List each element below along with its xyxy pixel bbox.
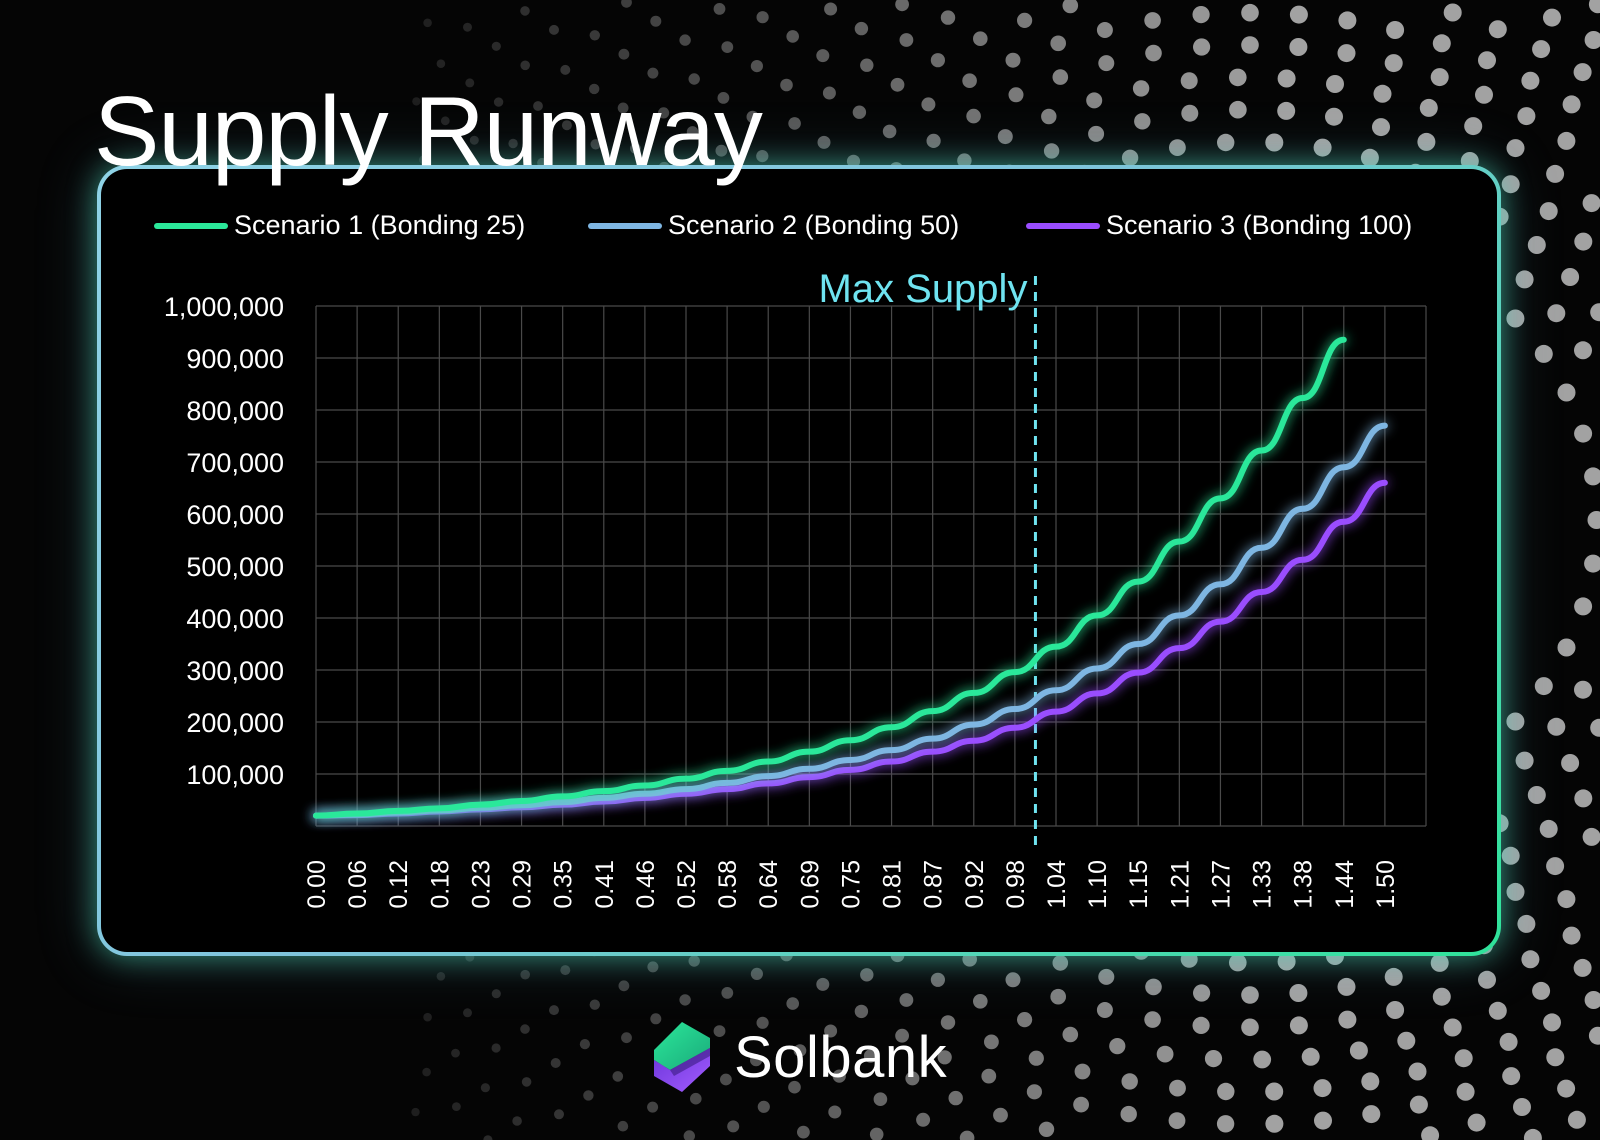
max-supply-annotation: Max Supply <box>818 267 1037 846</box>
y-tick-label: 500,000 <box>186 552 284 582</box>
x-tick-label: 0.46 <box>632 860 660 909</box>
x-tick-label: 1.04 <box>1043 860 1071 909</box>
y-tick-label: 600,000 <box>186 500 284 530</box>
y-tick-label: 200,000 <box>186 708 284 738</box>
legend-label-scenario-1: Scenario 1 (Bonding 25) <box>234 210 526 240</box>
y-tick-label: 700,000 <box>186 448 284 478</box>
x-tick-label: 0.64 <box>755 860 783 909</box>
x-tick-label: 0.69 <box>796 860 824 909</box>
y-tick-label: 100,000 <box>186 760 284 790</box>
x-tick-label: 0.98 <box>1002 860 1030 909</box>
legend-swatch-scenario-1 <box>154 222 228 229</box>
legend-item-scenario-2: Scenario 2 (Bonding 50) <box>588 210 959 241</box>
x-tick-label: 0.06 <box>344 860 372 909</box>
legend-item-scenario-1: Scenario 1 (Bonding 25) <box>154 210 525 241</box>
x-tick-label: 0.41 <box>591 860 619 909</box>
max-supply-label: Max Supply <box>818 267 1027 311</box>
x-tick-label: 0.35 <box>550 860 578 909</box>
y-tick-label: 900,000 <box>186 344 284 374</box>
legend-label-scenario-2: Scenario 2 (Bonding 50) <box>668 210 960 240</box>
x-tick-label: 0.23 <box>467 860 495 909</box>
chart-card <box>97 165 1501 956</box>
x-tick-label: 0.75 <box>837 860 865 909</box>
x-tick-label: 0.92 <box>961 860 989 909</box>
x-tick-label: 1.27 <box>1207 860 1235 909</box>
solbank-logo-icon <box>654 1022 710 1092</box>
y-tick-label: 400,000 <box>186 604 284 634</box>
x-tick-label: 0.58 <box>714 860 742 909</box>
x-tick-label: 1.50 <box>1372 860 1400 909</box>
series-line-scenario-2 <box>313 422 1388 819</box>
legend-swatch-scenario-3 <box>1026 222 1100 229</box>
x-tick-label: 1.38 <box>1290 860 1318 909</box>
x-tick-label: 0.52 <box>673 860 701 909</box>
y-tick-label: 1,000,000 <box>164 292 284 322</box>
x-tick-label: 0.00 <box>303 860 331 909</box>
legend-item-scenario-3: Scenario 3 (Bonding 100) <box>1026 210 1412 241</box>
y-tick-label: 800,000 <box>186 396 284 426</box>
y-axis-ticks: 100,000 200,000 300,000 400,000 500,000 600,0… <box>164 292 284 790</box>
y-tick-label: 300,000 <box>186 656 284 686</box>
x-axis-ticks: 0.00 0.06 0.12 0.18 0.23 0.29 0.35 0.41 0.46 0.52… <box>303 860 1400 909</box>
x-tick-label: 1.21 <box>1166 860 1194 909</box>
x-tick-label: 1.10 <box>1084 860 1112 909</box>
x-tick-label: 1.33 <box>1249 860 1277 909</box>
x-tick-label: 1.15 <box>1125 860 1153 909</box>
chart-grid <box>315 305 1427 827</box>
x-tick-label: 0.81 <box>879 860 907 909</box>
x-tick-label: 0.18 <box>426 860 454 909</box>
page-title: Supply Runway <box>94 76 763 186</box>
legend-swatch-scenario-2 <box>588 222 662 229</box>
chart-series <box>313 336 1388 819</box>
brand-name: Solbank <box>734 1024 948 1090</box>
x-tick-label: 0.12 <box>385 860 413 909</box>
x-tick-label: 0.29 <box>509 860 537 909</box>
legend-label-scenario-3: Scenario 3 (Bonding 100) <box>1106 210 1413 240</box>
x-tick-label: 0.87 <box>920 860 948 909</box>
series-line-scenario-1 <box>313 336 1347 819</box>
solbank-logo: Solbank <box>650 1012 950 1102</box>
x-tick-label: 1.44 <box>1331 860 1359 909</box>
